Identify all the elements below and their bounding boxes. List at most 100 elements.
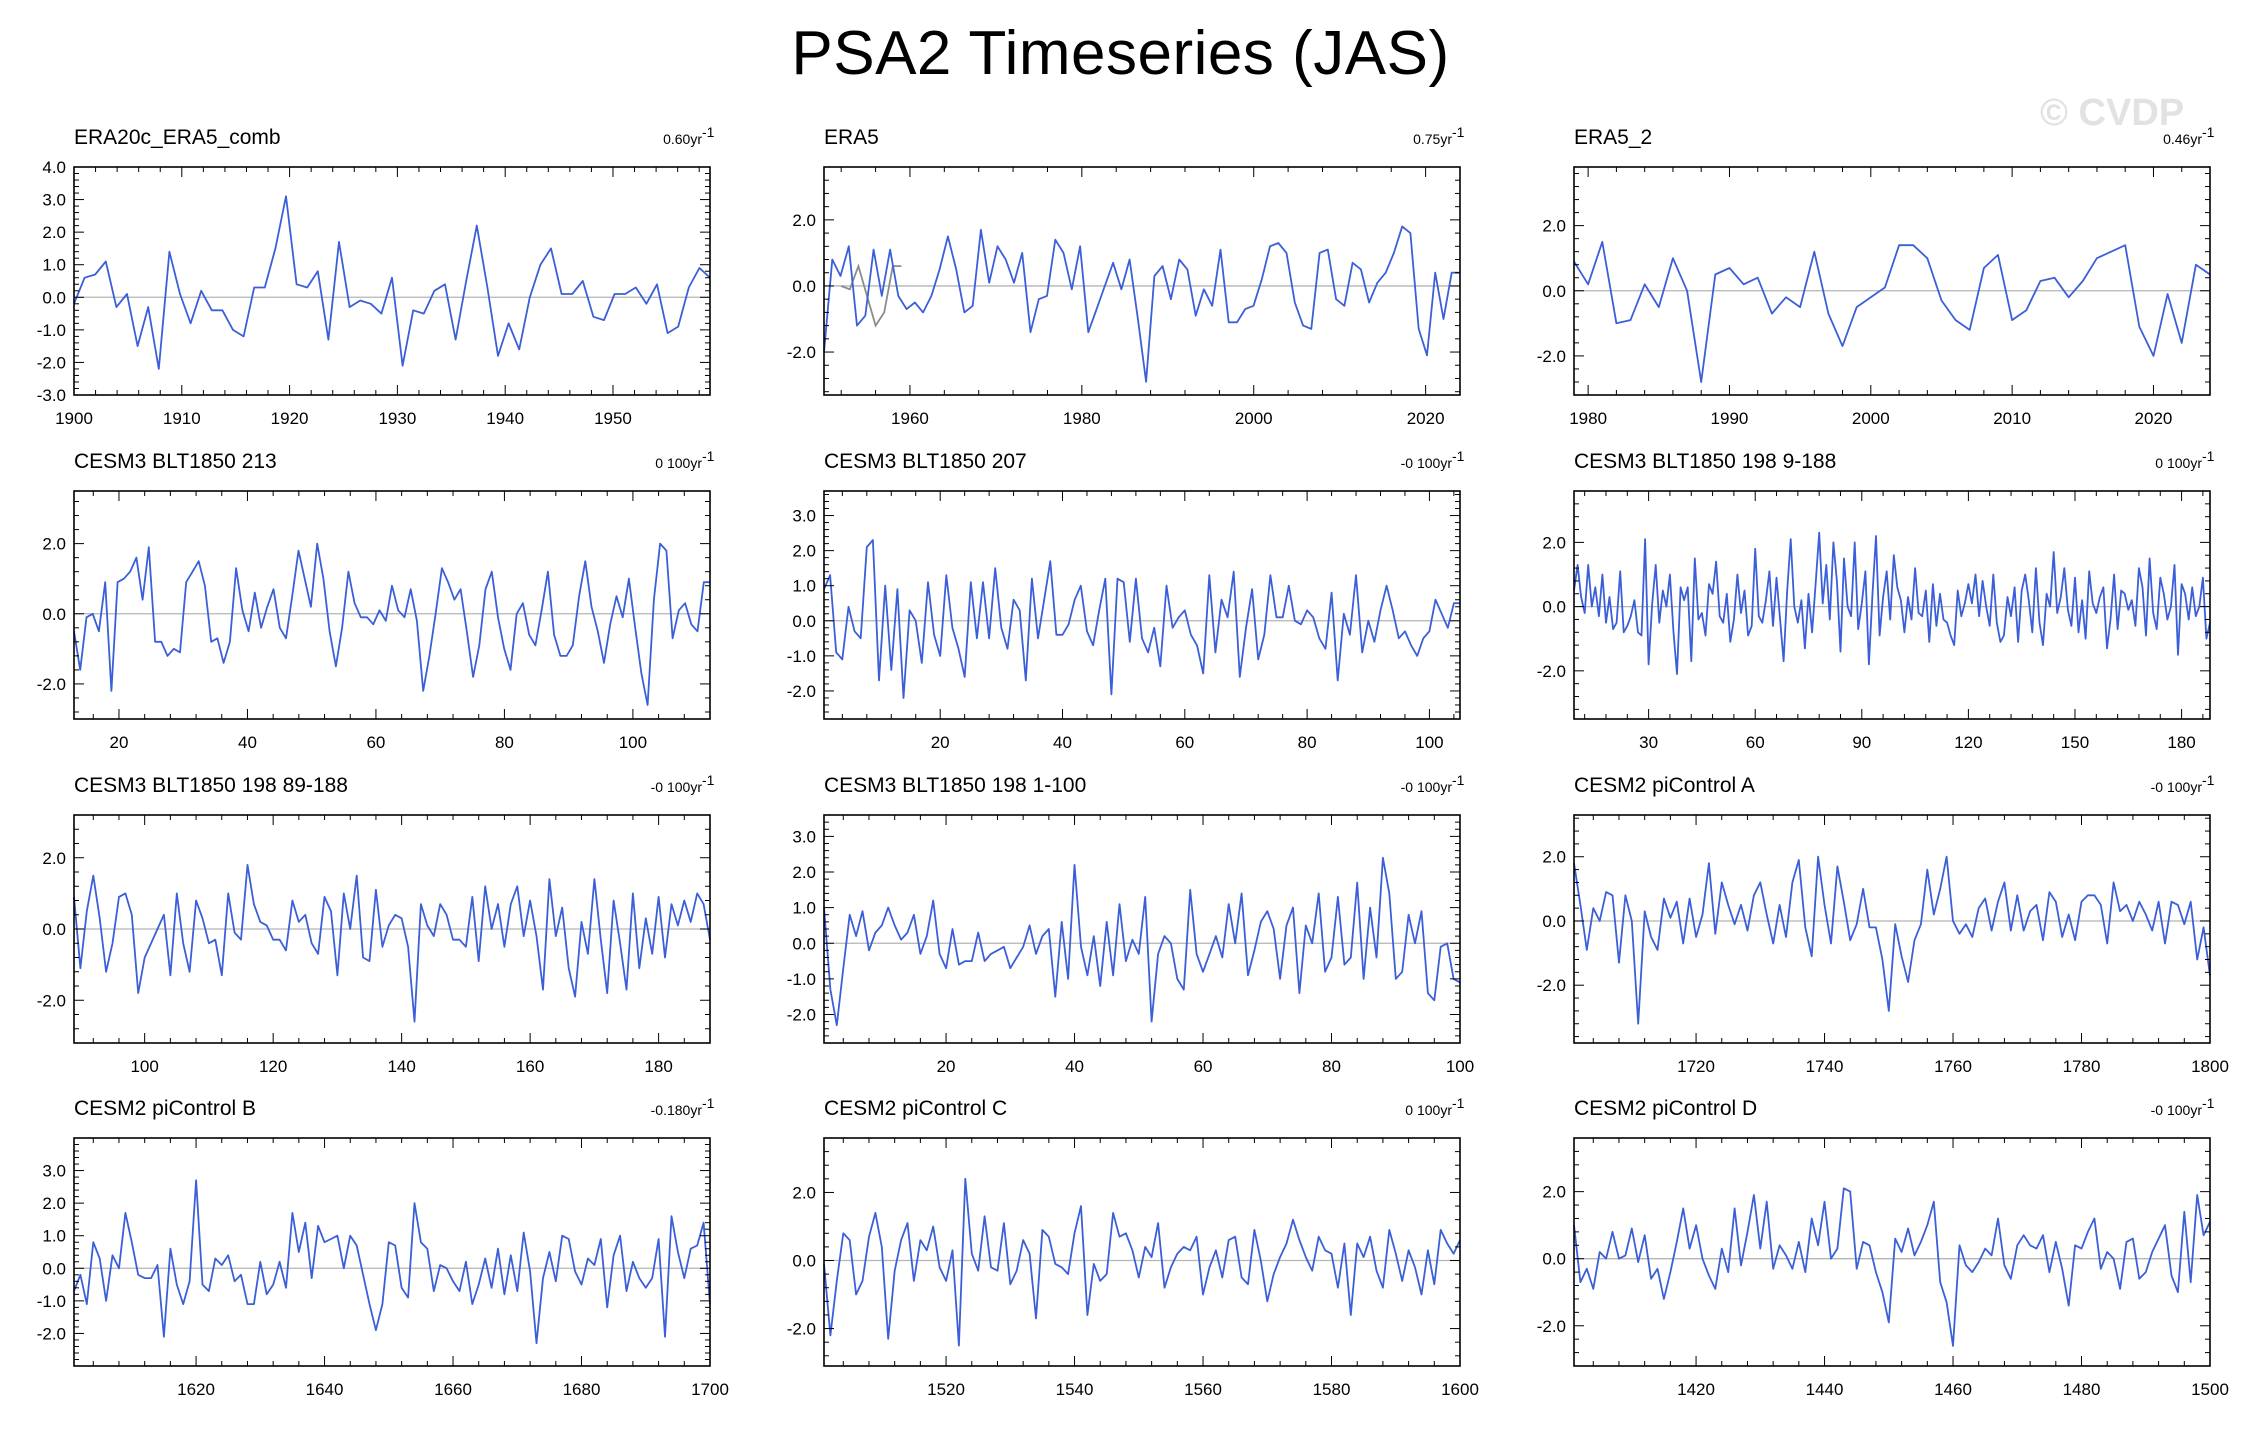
x-tick-label: 1740 (1806, 1057, 1844, 1076)
trend-label: 0 100yr (1405, 1102, 1452, 1118)
trend-exponent: -1 (1452, 124, 1465, 140)
series-line (73, 864, 711, 1023)
y-tick-label: 1.0 (792, 577, 816, 596)
y-tick-label: -2.0 (37, 1324, 66, 1343)
y-tick-label: 2.0 (1542, 848, 1566, 867)
panel-2: 2.0 0.0 -2.0 1960 1980 2000 2020 ERA5 0.75yr -1 (787, 124, 1465, 428)
x-tick-label: 100 (1446, 1057, 1474, 1076)
series-line (1573, 240, 2211, 383)
x-tick-label: 1500 (2191, 1380, 2229, 1399)
plot-frame (73, 490, 711, 720)
x-tick-label: 60 (1746, 733, 1765, 752)
x-tick-label: 1700 (691, 1380, 729, 1399)
trend-exponent: -1 (702, 772, 715, 788)
trend-exponent: -1 (702, 1095, 715, 1111)
panel-title: ERA20c_ERA5_comb (74, 126, 281, 149)
panel-8: 3.0 2.0 1.0 0.0 -1.0 -2.0 20 40 60 80 100 CESM3 BLT… (787, 772, 1474, 1076)
y-tick-label: 0.0 (792, 612, 816, 631)
y-tick-label: 0.0 (42, 920, 66, 939)
panel-title: CESM2 piControl C (824, 1097, 1007, 1120)
series-line (1573, 1187, 2211, 1347)
y-tick-label: -1.0 (787, 647, 816, 666)
series-line (73, 195, 711, 370)
panel-12: 2.0 0.0 -2.0 1420 1440 1460 1480 1500 CESM2 piCo… (1537, 1095, 2229, 1399)
x-tick-label: 20 (937, 1057, 956, 1076)
trend-label: -0.180yr (651, 1102, 703, 1118)
series-line (1573, 855, 2211, 1025)
y-tick-label: -2.0 (787, 682, 816, 701)
panel-5: 3.0 2.0 1.0 0.0 -1.0 -2.0 20 40 60 80 100 CESM3 BLT… (787, 448, 1465, 752)
y-tick-label: -2.0 (1537, 662, 1566, 681)
panel-10: 3.0 2.0 1.0 0.0 -1.0 -2.0 1620 1640 1660 1680 1700… (37, 1095, 729, 1399)
y-tick-label: -2.0 (37, 353, 66, 372)
series-line (1573, 531, 2211, 675)
y-tick-label: 0.0 (1542, 1250, 1566, 1269)
panel-title: CESM3 BLT1850 198 9-188 (1574, 450, 1836, 473)
y-tick-label: 4.0 (42, 158, 66, 177)
y-tick-label: 3.0 (792, 827, 816, 846)
y-tick-label: 0.0 (42, 288, 66, 307)
y-tick-label: -2.0 (787, 343, 816, 362)
series-line (823, 856, 1461, 1027)
y-tick-label: -2.0 (787, 1006, 816, 1025)
x-tick-label: 120 (1954, 733, 1982, 752)
x-tick-label: 40 (238, 733, 257, 752)
x-tick-label: 1660 (434, 1380, 472, 1399)
panel-6: 2.0 0.0 -2.0 30 60 90 120 150 180 CESM3 BLT1850 1… (1537, 448, 2215, 752)
panel-title: CESM2 piControl B (74, 1097, 256, 1120)
x-tick-label: 1920 (271, 409, 309, 428)
trend-label: -0 100yr (1401, 779, 1453, 795)
x-tick-label: 20 (110, 733, 129, 752)
plot-frame (73, 1137, 711, 1367)
trend-label: -0 100yr (1401, 455, 1453, 471)
panel-9: 2.0 0.0 -2.0 1720 1740 1760 1780 1800 CESM2 piCo… (1537, 772, 2229, 1076)
x-tick-label: 1580 (1313, 1380, 1351, 1399)
trend-exponent: -1 (1452, 1095, 1465, 1111)
panel-title: CESM3 BLT1850 207 (824, 450, 1027, 473)
x-tick-label: 1960 (891, 409, 929, 428)
plot-frame (823, 166, 1461, 396)
trend-label: 0 100yr (2155, 455, 2202, 471)
y-tick-label: 2.0 (42, 849, 66, 868)
x-tick-label: 1930 (378, 409, 416, 428)
x-tick-label: 30 (1639, 733, 1658, 752)
y-tick-label: 0.0 (1542, 282, 1566, 301)
x-tick-label: 1520 (927, 1380, 965, 1399)
series-line (823, 1177, 1461, 1347)
x-tick-label: 1440 (1806, 1380, 1844, 1399)
y-tick-label: 2.0 (42, 535, 66, 554)
y-tick-label: -3.0 (37, 386, 66, 405)
x-tick-label: 2020 (2135, 409, 2173, 428)
x-tick-label: 1760 (1934, 1057, 1972, 1076)
x-tick-label: 1980 (1063, 409, 1101, 428)
series-line (823, 539, 1460, 699)
x-tick-label: 1910 (163, 409, 201, 428)
x-tick-label: 100 (1415, 733, 1443, 752)
x-tick-label: 1720 (1677, 1057, 1715, 1076)
panel-4: 2.0 0.0 -2.0 20 40 60 80 100 CESM3 BLT1850 213 0 … (37, 448, 715, 752)
x-tick-label: 180 (644, 1057, 672, 1076)
panel-title: CESM3 BLT1850 198 89-188 (74, 774, 348, 797)
y-tick-label: 3.0 (42, 191, 66, 210)
panel-1: 4.0 3.0 2.0 1.0 0.0 -1.0 -2.0 -3.0 1900 1910 1920 1… (37, 124, 715, 428)
x-tick-label: 2000 (1235, 409, 1273, 428)
x-tick-label: 1800 (2191, 1057, 2229, 1076)
trend-label: 0.46yr (2163, 131, 2202, 147)
series-line (823, 225, 1460, 383)
y-tick-label: 3.0 (792, 507, 816, 526)
plot-frame (823, 1137, 1461, 1367)
y-tick-label: -2.0 (37, 991, 66, 1010)
y-tick-label: -2.0 (1537, 1317, 1566, 1336)
y-tick-label: -1.0 (787, 970, 816, 989)
x-tick-label: 40 (1053, 733, 1072, 752)
x-tick-label: 140 (387, 1057, 415, 1076)
y-tick-label: 0.0 (792, 1252, 816, 1271)
series-line (73, 542, 710, 706)
y-tick-label: 2.0 (1542, 533, 1566, 552)
x-tick-label: 20 (931, 733, 950, 752)
gray-series-line (840, 263, 902, 328)
y-tick-label: 2.0 (792, 1183, 816, 1202)
x-tick-label: 1560 (1184, 1380, 1222, 1399)
trend-label: -0 100yr (651, 779, 703, 795)
